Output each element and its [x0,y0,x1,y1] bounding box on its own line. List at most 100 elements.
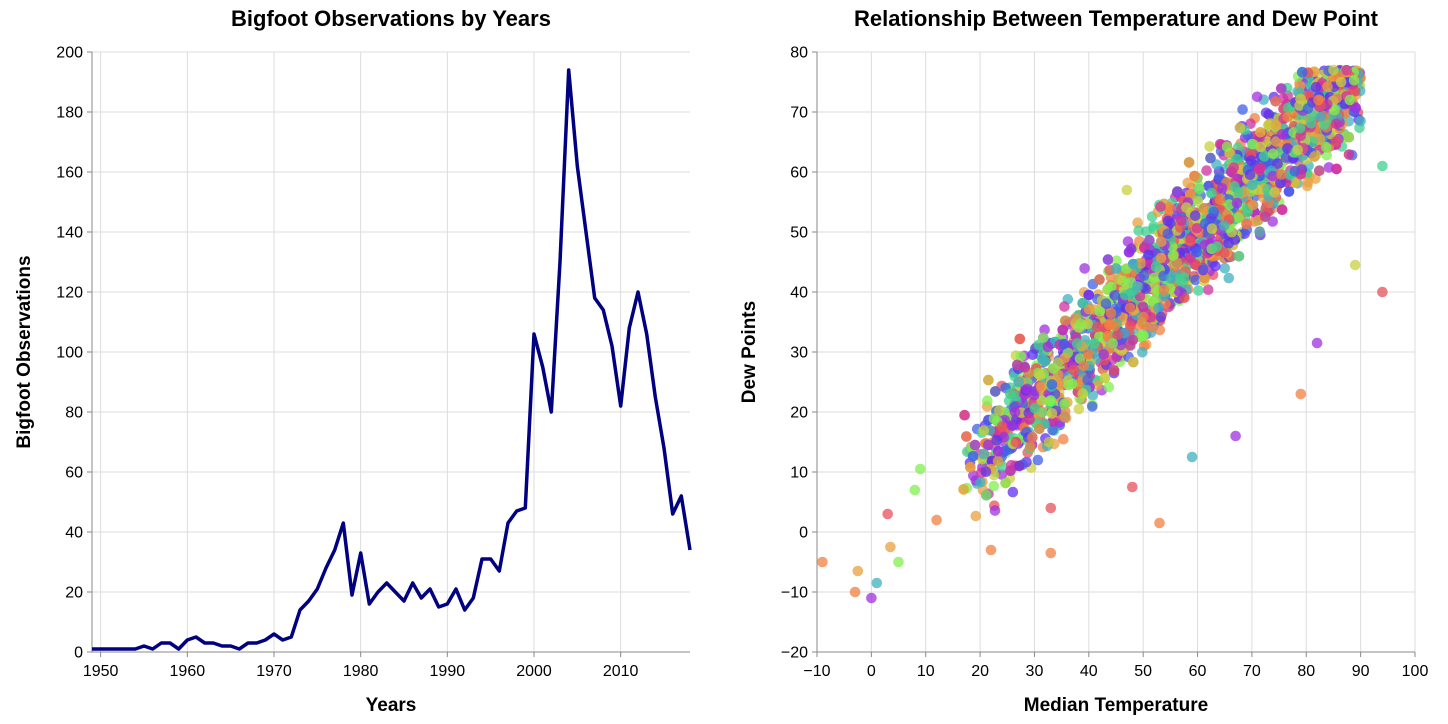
scatter-point [1045,502,1057,514]
scatter-point [1182,177,1194,189]
scatter-chart-points [817,64,1388,604]
line-chart-bigfoot: 1950 1960 1970 1980 1990 2000 2010 0 20 40 60 80 100… [14,6,692,716]
scatter-point [967,451,979,462]
scatter-point [992,456,1004,467]
scatter-chart-y-tick-label: 20 [790,405,808,422]
scatter-point [1057,324,1068,336]
scatter-point [1276,169,1287,180]
scatter-point [1289,165,1301,177]
scatter-point [1172,186,1183,198]
scatter-point [1206,187,1217,199]
scatter-point [1211,241,1223,252]
scatter-point [996,421,1008,432]
scatter-point [1135,258,1147,269]
scatter-point [1027,431,1038,443]
scatter-point [1218,220,1230,231]
scatter-point [1060,315,1071,327]
scatter-point [1377,160,1388,172]
scatter-point [1113,273,1124,285]
scatter-point [1010,436,1022,448]
scatter-point [1083,349,1094,360]
scatter-point [965,462,976,473]
scatter-point [1305,117,1317,129]
scatter-point [1121,184,1133,196]
scatter-chart-axes: −10 0 10 20 30 40 50 60 70 80 90 100−20−10010203040… [781,45,1429,681]
scatter-point [1128,356,1139,368]
scatter-point [1331,118,1342,130]
scatter-point [1138,311,1149,323]
scatter-point [1177,278,1188,289]
scatter-point [1067,378,1078,390]
scatter-point [1208,206,1220,218]
scatter-point [990,386,1001,397]
scatter-point [817,556,828,568]
scatter-point [882,508,893,520]
scatter-point [1350,102,1361,114]
scatter-point [1271,136,1282,147]
scatter-point [1089,338,1100,349]
line-chart-axes: 1950 1960 1970 1980 1990 2000 2010 0 20 40 60 80 100… [56,45,690,680]
scatter-point [1036,381,1047,393]
line-chart-x-tick-label: 2000 [516,663,552,680]
scatter-point [1110,263,1122,274]
scatter-point [1082,374,1093,386]
scatter-point [1253,163,1265,175]
scatter-point [1025,440,1036,452]
scatter-chart-y-tick-label: −20 [781,645,808,662]
scatter-point [1295,388,1307,400]
scatter-point [1173,286,1185,297]
scatter-point [1193,285,1204,296]
scatter-chart-y-tick-label: 0 [799,525,808,542]
scatter-point [909,484,921,496]
scatter-point [1122,236,1134,247]
line-chart-x-tick-label: 1980 [343,663,379,680]
scatter-chart-x-tick-label: 80 [1297,663,1315,680]
scatter-point [981,490,992,501]
line-chart-title: Bigfoot Observations by Years [231,6,551,31]
scatter-point [1109,290,1120,301]
scatter-point [852,565,864,577]
scatter-point [1204,141,1215,152]
line-chart-y-tick-label: 200 [56,45,83,62]
scatter-point [1247,138,1258,150]
scatter-point [1155,252,1167,264]
scatter-point [1038,332,1049,344]
scatter-point [1272,158,1283,169]
scatter-chart-x-tick-label: 60 [1189,663,1207,680]
scatter-point [1045,547,1057,559]
line-chart-y-tick-label: 100 [56,345,83,362]
line-chart-x-tick-label: 1990 [430,663,466,680]
scatter-point [1046,379,1058,390]
scatter-point [1302,103,1314,114]
scatter-point [1199,272,1210,284]
scatter-point [983,439,994,451]
scatter-point [988,480,1000,492]
scatter-point [1047,363,1059,374]
scatter-point [1315,111,1326,123]
scatter-point [1162,215,1174,227]
scatter-point [1087,401,1098,412]
scatter-point [1190,274,1201,286]
scatter-point [1233,250,1245,262]
scatter-chart-x-tick-label: 70 [1243,663,1261,680]
scatter-point [978,448,990,460]
scatter-point [1155,311,1167,323]
scatter-point [1194,183,1205,195]
scatter-point [1112,329,1123,341]
scatter-point [1094,306,1105,317]
scatter-point [1137,346,1148,358]
scatter-point [1344,94,1356,106]
scatter-point [1006,420,1018,432]
scatter-chart-y-tick-label: 30 [790,345,808,362]
scatter-chart-temperature-dewpoint: −10 0 10 20 30 40 50 60 70 80 90 100−20−10010203040… [739,6,1428,716]
scatter-point [959,409,970,421]
scatter-point [1245,155,1257,166]
scatter-point [1014,333,1026,345]
scatter-point [1355,115,1366,127]
scatter-point [1150,261,1162,273]
scatter-point [1377,286,1388,298]
scatter-point [1102,330,1113,342]
scatter-point [1156,236,1167,248]
scatter-point [1141,226,1152,237]
